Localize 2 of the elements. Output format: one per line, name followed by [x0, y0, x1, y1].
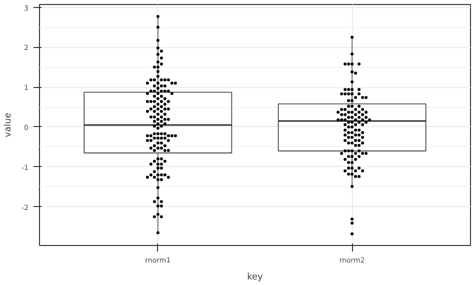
x-axis-title: key: [247, 272, 264, 282]
y-axis-title: value: [4, 112, 14, 138]
